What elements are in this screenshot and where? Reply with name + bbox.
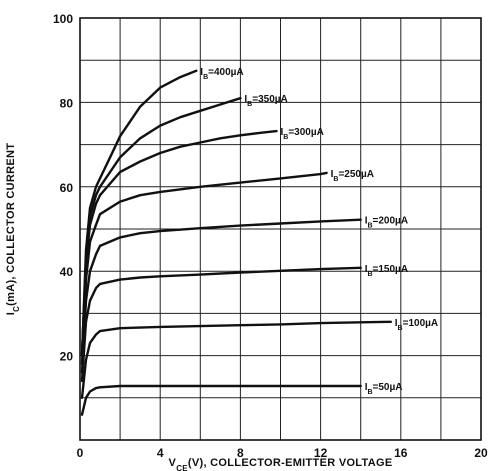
y-tick-label: 20	[60, 350, 74, 364]
x-axis-title: VCE(V), COLLECTOR-EMITTER VOLTAGE	[169, 457, 393, 471]
curves	[80, 69, 392, 416]
x-axis-title-rest: (V), COLLECTOR-EMITTER VOLTAGE	[188, 457, 393, 469]
x-axis-title-main: V	[169, 457, 177, 469]
series-label-1: IB=350µA	[244, 94, 287, 108]
series-line-4	[80, 218, 362, 374]
x-tick-label: 12	[314, 446, 328, 460]
series-label-0: IB=400µA	[200, 67, 243, 81]
x-tick-label: 8	[237, 446, 244, 460]
grid	[80, 18, 481, 440]
y-axis-title-rest: (mA), COLLECTOR CURRENT	[5, 143, 17, 306]
y-tick-label: 80	[60, 96, 74, 110]
y-tick-label: 60	[60, 181, 74, 195]
x-tick-label: 4	[157, 446, 164, 460]
tick-labels: 0 4 8 12 16 20 20 40 60 80 100	[53, 12, 488, 460]
y-axis-title-main: I	[5, 312, 17, 315]
series-label-2: IB=300µA	[280, 127, 323, 141]
series-line-7	[80, 384, 362, 416]
series-label-7: IB=50µA	[365, 382, 403, 396]
series-label-6: IB=100µA	[395, 318, 438, 332]
x-axis-title-sub: CE	[176, 464, 188, 471]
series-line-2	[80, 129, 278, 357]
y-axis-title-sub: C	[12, 306, 21, 312]
x-tick-label: 20	[474, 446, 488, 460]
series-label-3: IB=250µA	[331, 169, 374, 183]
series-line-5	[80, 266, 362, 383]
series-line-6	[80, 320, 392, 399]
series-label-4: IB=200µA	[365, 216, 408, 230]
y-tick-label: 40	[60, 265, 74, 279]
plot-frame	[79, 17, 482, 441]
series-line-0	[80, 69, 198, 357]
y-tick-label: 100	[53, 12, 73, 26]
x-tick-label: 0	[77, 446, 84, 460]
series-line-3	[80, 171, 328, 366]
series-label-5: IB=150µA	[365, 264, 408, 278]
x-tick-label: 16	[394, 446, 408, 460]
y-axis-title: IC(mA), COLLECTOR CURRENT	[5, 143, 21, 316]
